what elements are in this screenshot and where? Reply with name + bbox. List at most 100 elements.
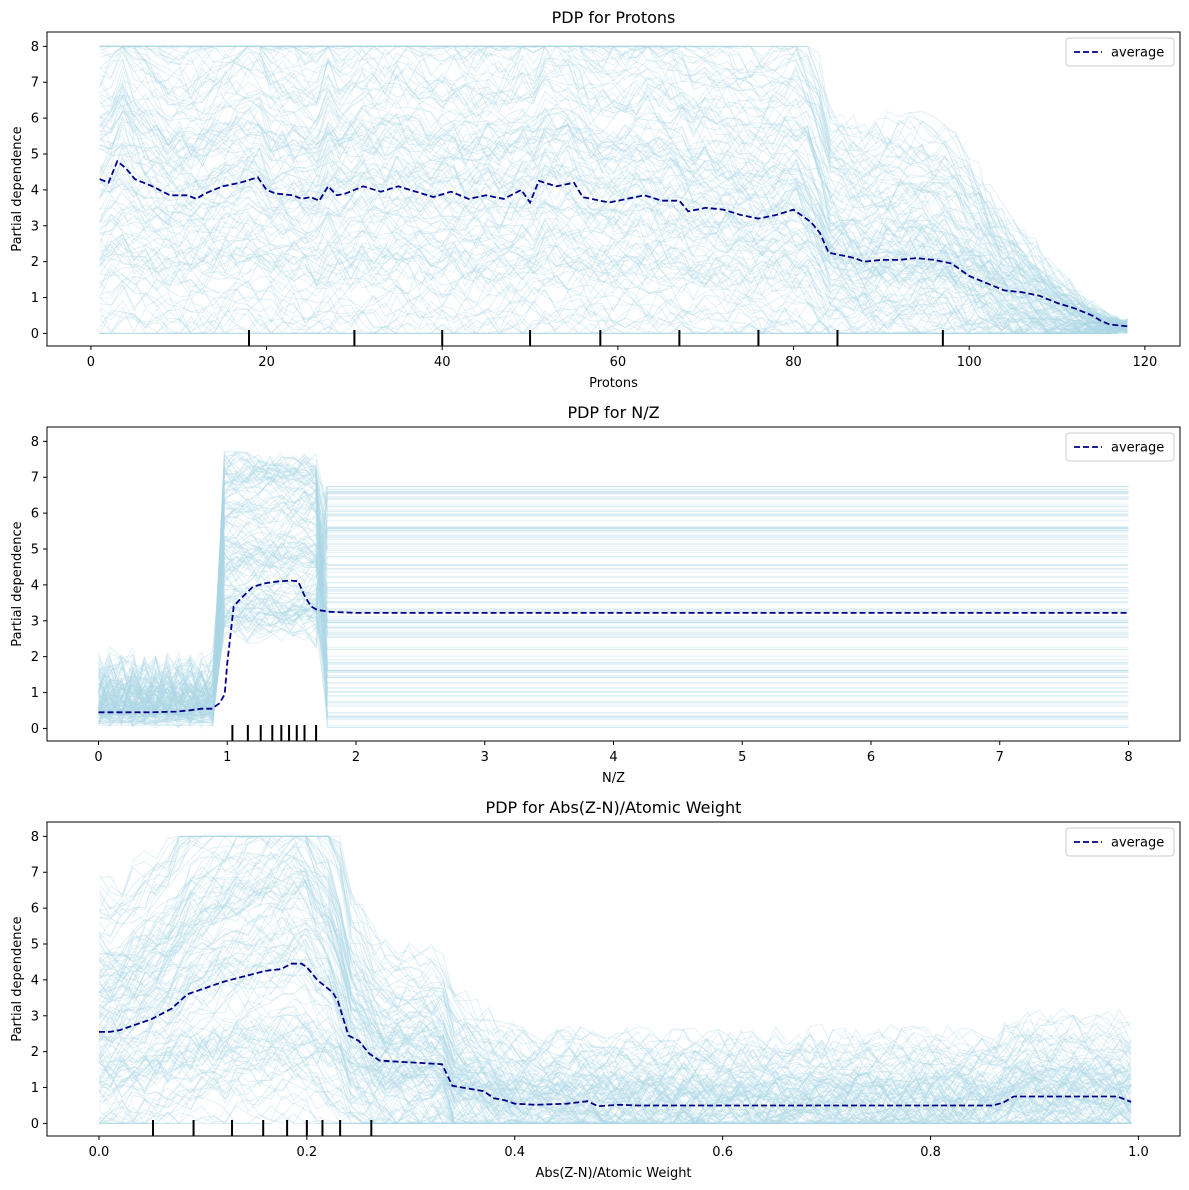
ice-line (98, 478, 1129, 715)
ice-line (98, 529, 1129, 711)
ice-line (99, 118, 1128, 325)
pdp-panel: 0 1 2 3 4 5 6 7 8 0 1 2 3 4 5 6 7 8 PDP for N/Z N/Z Partial … (10, 403, 1181, 786)
ice-line (98, 1015, 1132, 1124)
ice-line (98, 488, 1129, 728)
ice-line (99, 138, 1128, 334)
ice-line (98, 851, 1132, 1125)
ice-line (98, 460, 1129, 729)
ice-line (98, 835, 1132, 1083)
ice-line (99, 45, 1128, 328)
ice-line (99, 45, 1128, 323)
ice-line (99, 45, 1128, 331)
ice-line (98, 835, 1132, 1125)
ice-line (99, 81, 1128, 334)
ice-line (98, 959, 1132, 1093)
ice-line (99, 45, 1128, 328)
ice-line (98, 1047, 1132, 1125)
ice-line (99, 45, 1128, 334)
ice-line (98, 542, 1129, 711)
ice-line (98, 466, 1129, 727)
ice-line (99, 253, 1128, 335)
decile-ticks (248, 330, 944, 346)
chart-title: PDP for N/Z (567, 403, 659, 422)
ice-line (98, 837, 1132, 1103)
ice-line (98, 835, 1132, 1057)
ice-line (98, 835, 1132, 1111)
ice-line (99, 90, 1128, 334)
ice-line (98, 1033, 1132, 1114)
ice-line (98, 514, 1129, 715)
ice-line (98, 563, 1129, 719)
y-tick-label: 3 (31, 614, 39, 629)
ice-line (99, 304, 1128, 335)
ice-line (99, 45, 1128, 326)
ice-line (98, 961, 1132, 1124)
x-tick-label: 4 (609, 750, 617, 765)
legend-box (1065, 432, 1175, 462)
ice-line (98, 983, 1132, 1103)
ice-line (99, 83, 1128, 323)
ice-line (98, 835, 1132, 1108)
ice-line (98, 879, 1132, 1124)
ice-line (99, 45, 1128, 332)
ice-line (98, 504, 1129, 722)
ice-line (98, 500, 1129, 727)
ice-line (98, 619, 1129, 710)
ice-line (98, 540, 1129, 709)
ice-line (98, 928, 1132, 1125)
ice-line (98, 1055, 1132, 1125)
ice-line (98, 955, 1132, 1121)
ice-line (99, 45, 1128, 329)
ice-line (98, 452, 1129, 712)
ice-line (98, 876, 1132, 1075)
ice-line (98, 485, 1129, 710)
x-axis-label: Protons (589, 376, 638, 391)
ice-line (98, 835, 1132, 1061)
ice-line (98, 575, 1129, 714)
ice-line (98, 491, 1129, 728)
ice-line (98, 1062, 1132, 1124)
ice-line (98, 454, 1129, 726)
ice-line (98, 456, 1129, 719)
ice-line (98, 513, 1129, 730)
ice-line (98, 998, 1132, 1116)
ice-line (98, 947, 1132, 1124)
ice-line (99, 134, 1128, 327)
y-tick-label: 4 (31, 578, 39, 593)
ice-line (98, 1029, 1132, 1118)
ice-line (99, 77, 1128, 328)
ice-line (98, 535, 1129, 706)
y-tick-label: 0 (31, 722, 39, 737)
ice-line (98, 457, 1129, 715)
ice-line (99, 95, 1128, 335)
ice-line (98, 451, 1129, 716)
ice-line (98, 1072, 1132, 1125)
ice-line (99, 45, 1128, 324)
pdp-panel: 0 20 40 60 80 100 120 0 1 2 3 4 5 6 7 8 PDP for Protons P… (10, 8, 1181, 391)
ice-line (99, 263, 1128, 334)
ice-line (98, 553, 1129, 718)
ice-line (98, 467, 1129, 711)
ice-line (98, 519, 1129, 726)
ice-line (98, 582, 1129, 717)
x-tick-label: 5 (738, 750, 746, 765)
ice-line (98, 463, 1129, 716)
legend: average (1065, 37, 1175, 67)
ice-line (99, 204, 1128, 326)
ice-line (99, 146, 1128, 335)
ice-line (99, 110, 1128, 331)
ice-line (99, 186, 1128, 334)
ice-line (99, 45, 1128, 328)
ice-line (99, 56, 1128, 334)
ice-line (98, 453, 1129, 708)
ice-line (98, 528, 1129, 704)
y-tick-label: 6 (31, 112, 39, 127)
ice-line (98, 604, 1129, 726)
legend: average (1065, 827, 1175, 857)
ice-line (98, 965, 1132, 1125)
ice-line (98, 527, 1129, 716)
ice-line (98, 450, 1129, 712)
ice-line (98, 603, 1129, 717)
ice-line (98, 480, 1129, 719)
ice-curves (98, 835, 1132, 1125)
